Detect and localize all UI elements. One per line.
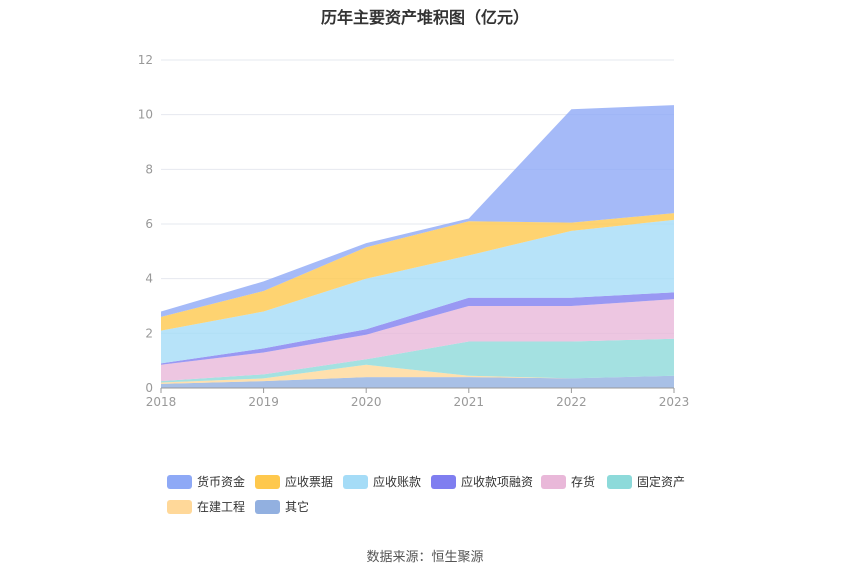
area-series	[161, 105, 674, 388]
area-series-3	[161, 299, 674, 382]
y-tick-label: 0	[145, 381, 153, 395]
area-series-7	[161, 105, 674, 317]
area-series-0	[161, 375, 674, 388]
area-series-2	[161, 338, 674, 383]
legend-swatch	[431, 474, 456, 489]
x-tick-label: 2019	[248, 395, 279, 409]
legend-label: 货币资金	[197, 475, 246, 489]
legend-label: 在建工程	[197, 500, 246, 514]
legend-label: 固定资产	[637, 475, 686, 489]
y-axis-ticks: 0 2 4 6 8 10 12	[138, 53, 153, 395]
x-tick-label: 2023	[659, 395, 690, 409]
legend-item[interactable]: 应收款项融资	[431, 473, 533, 490]
legend-item[interactable]: 应收票据	[255, 473, 333, 490]
legend-swatch	[167, 499, 192, 514]
x-tick-label: 2018	[146, 395, 177, 409]
legend-label: 应收账款	[373, 475, 422, 489]
legend-swatch	[255, 499, 280, 514]
legend-label: 其它	[285, 500, 310, 514]
legend-label: 应收款项融资	[461, 475, 534, 489]
area-series-5	[161, 219, 674, 364]
x-tick-label: 2021	[454, 395, 485, 409]
area-series-6	[161, 213, 674, 331]
x-tick-label: 2022	[556, 395, 587, 409]
legend-item[interactable]: 应收账款	[343, 473, 421, 490]
legend-item[interactable]: 固定资产	[607, 473, 685, 490]
x-axis: 2018 2019 2020 2021 2022 2023	[146, 387, 690, 409]
y-tick-label: 2	[145, 326, 153, 340]
y-tick-label: 8	[145, 162, 153, 176]
area-series-4	[161, 292, 674, 365]
legend-swatch	[167, 474, 192, 489]
legend-item[interactable]: 存货	[541, 473, 595, 490]
legend-label: 应收票据	[285, 475, 334, 489]
legend-swatch	[255, 474, 280, 489]
x-tick-label: 2020	[351, 395, 382, 409]
legend-item[interactable]: 在建工程	[167, 498, 245, 515]
legend-item[interactable]: 货币资金	[167, 473, 245, 490]
area-series-1	[161, 364, 674, 384]
data-source: 数据来源：恒生聚源	[366, 550, 484, 565]
y-tick-label: 12	[138, 53, 153, 67]
legend-swatch	[541, 474, 566, 489]
legend-swatch	[607, 474, 632, 489]
y-tick-label: 10	[138, 108, 153, 122]
y-tick-label: 4	[145, 272, 153, 286]
chart-title: 历年主要资产堆积图（亿元）	[320, 8, 529, 27]
legend-label: 存货	[571, 475, 596, 489]
legend-swatch	[343, 474, 368, 489]
legend-item[interactable]: 其它	[255, 498, 309, 515]
y-tick-label: 6	[145, 217, 153, 231]
